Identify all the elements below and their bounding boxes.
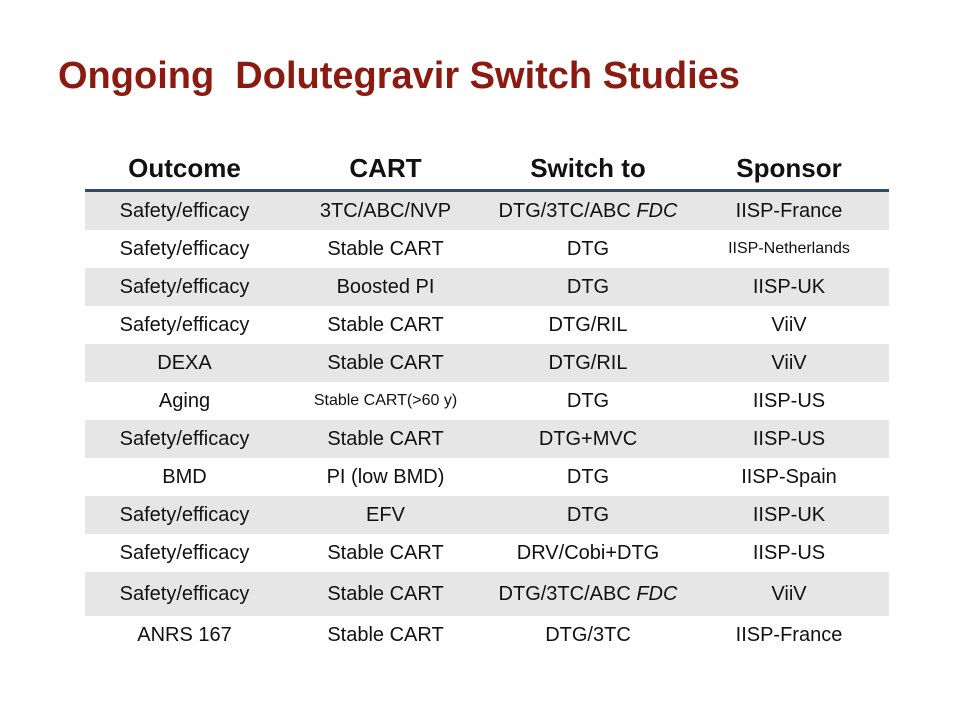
- cell-switch-to: DTG: [566, 237, 610, 260]
- table-row: Safety/efficacy Boosted PI DTG IISP-UK: [85, 268, 889, 306]
- cell-switch-to: DTG+MVC: [487, 420, 689, 458]
- table-row: Safety/efficacy Stable CART DTG/3TC/ABC …: [85, 572, 889, 616]
- cell-outcome: Safety/efficacy: [85, 420, 284, 458]
- cell-switch-to: DTG: [566, 465, 610, 488]
- table-row: Safety/efficacy 3TC/ABC/NVP DTG/3TC/ABC …: [85, 190, 889, 230]
- table-row: Aging Stable CART(>60 y) DTG IISP-US: [85, 382, 889, 420]
- cell-sponsor: IISP-US: [752, 389, 826, 412]
- cell-outcome: Safety/efficacy: [85, 190, 284, 230]
- cell-switch-to: DRV/Cobi+DTG: [516, 541, 660, 564]
- switch-to-regimen: DTG/3TC/ABC: [498, 199, 631, 222]
- cell-cart: Stable CART: [284, 420, 487, 458]
- table-row: Safety/efficacy Stable CART DTG/RIL ViiV: [85, 306, 889, 344]
- header-switch-to: Switch to: [487, 147, 689, 192]
- cell-outcome: Safety/efficacy: [119, 541, 250, 564]
- cell-switch-to: DTG/3TC/ABC FDC: [487, 572, 689, 616]
- cell-outcome: Safety/efficacy: [85, 572, 284, 616]
- table-row: Safety/efficacy Stable CART DRV/Cobi+DTG…: [85, 534, 889, 572]
- cell-sponsor: ViiV: [689, 572, 889, 616]
- fdc-label: FDC: [636, 199, 678, 222]
- cell-sponsor: IISP-Netherlands: [728, 240, 850, 257]
- table-row: Safety/efficacy Stable CART DTG IISP-Net…: [85, 230, 889, 268]
- cell-sponsor: ViiV: [771, 313, 807, 336]
- cell-switch-to: DTG/3TC: [545, 623, 631, 646]
- cell-cart: Stable CART: [284, 344, 487, 382]
- cell-switch-to: DTG/RIL: [487, 344, 689, 382]
- table-row: BMD PI (low BMD) DTG IISP-Spain: [85, 458, 889, 496]
- header-cart: CART: [284, 147, 487, 192]
- table-header-row: Outcome CART Switch to Sponsor: [85, 147, 889, 192]
- cell-switch-to: DTG: [566, 389, 610, 412]
- cell-cart: 3TC/ABC/NVP: [284, 190, 487, 230]
- cell-cart: Stable CART: [284, 572, 487, 616]
- cell-outcome: BMD: [162, 465, 207, 488]
- cell-cart: Stable CART: [327, 623, 444, 646]
- cell-sponsor: IISP-France: [735, 623, 843, 646]
- cell-cart: Stable CART: [327, 541, 444, 564]
- cell-sponsor: IISP-Spain: [741, 465, 837, 488]
- cell-sponsor: IISP-France: [689, 190, 889, 230]
- table-row: Safety/efficacy EFV DTG IISP-UK: [85, 496, 889, 534]
- cell-cart: Boosted PI: [284, 268, 487, 306]
- table-row: Safety/efficacy Stable CART DTG+MVC IISP…: [85, 420, 889, 458]
- fdc-label: FDC: [636, 582, 678, 605]
- cell-outcome: Aging: [158, 389, 211, 412]
- cell-switch-to: DTG: [487, 268, 689, 306]
- header-sponsor: Sponsor: [689, 147, 889, 192]
- cell-outcome: Safety/efficacy: [85, 496, 284, 534]
- cell-sponsor: IISP-US: [689, 420, 889, 458]
- cell-sponsor: IISP-UK: [689, 268, 889, 306]
- cell-cart: PI (low BMD): [326, 465, 445, 488]
- slide-title: Ongoing Dolutegravir Switch Studies: [58, 55, 740, 97]
- table-row: DEXA Stable CART DTG/RIL ViiV: [85, 344, 889, 382]
- cell-cart: Stable CART: [327, 237, 444, 260]
- cell-sponsor: ViiV: [689, 344, 889, 382]
- header-outcome: Outcome: [85, 147, 284, 192]
- table-row: ANRS 167 Stable CART DTG/3TC IISP-France: [85, 616, 889, 654]
- cell-outcome: ANRS 167: [137, 623, 232, 646]
- cell-cart: EFV: [284, 496, 487, 534]
- cell-cart: Stable CART(>60 y): [313, 392, 458, 409]
- cell-sponsor: IISP-US: [752, 541, 826, 564]
- cell-cart: Stable CART: [327, 313, 444, 336]
- cell-outcome: Safety/efficacy: [119, 237, 250, 260]
- studies-table: Outcome CART Switch to Sponsor Safety/ef…: [85, 147, 889, 654]
- cell-switch-to: DTG/3TC/ABC FDC: [487, 190, 689, 230]
- switch-to-regimen: DTG/3TC/ABC: [498, 582, 631, 605]
- cell-outcome: DEXA: [85, 344, 284, 382]
- cell-switch-to: DTG/RIL: [548, 313, 628, 336]
- cell-switch-to: DTG: [487, 496, 689, 534]
- cell-outcome: Safety/efficacy: [119, 313, 250, 336]
- cell-sponsor: IISP-UK: [689, 496, 889, 534]
- cell-outcome: Safety/efficacy: [85, 268, 284, 306]
